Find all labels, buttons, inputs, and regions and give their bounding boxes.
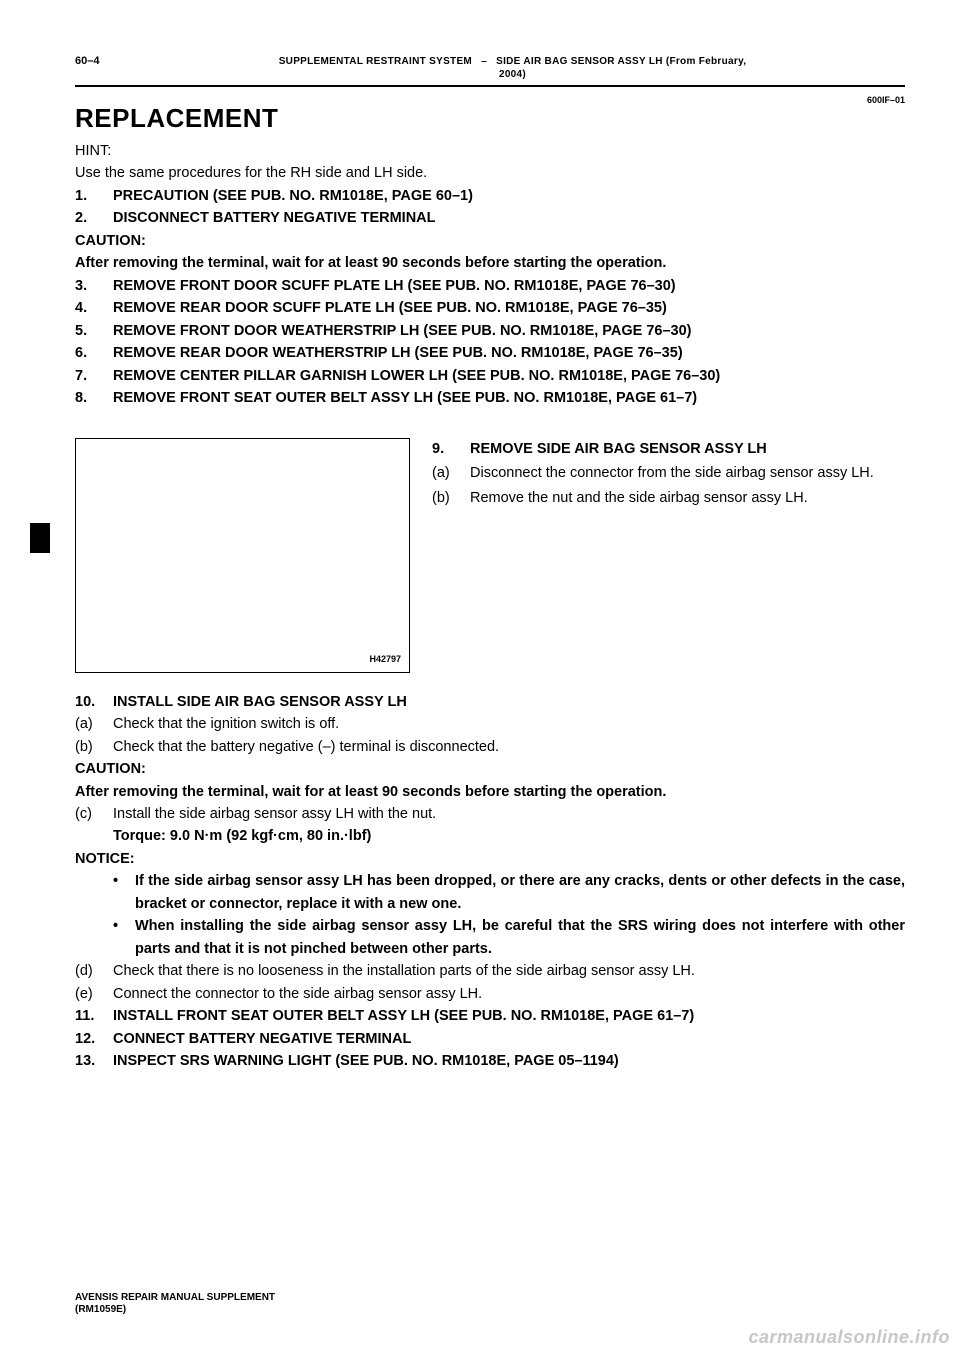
step-text: REMOVE CENTER PILLAR GARNISH LOWER LH (S… xyxy=(113,365,905,387)
body-text: HINT: Use the same procedures for the RH… xyxy=(75,140,905,1073)
step-num: 7. xyxy=(75,365,113,387)
caution-text: After removing the terminal, wait for at… xyxy=(75,252,905,274)
step-num: 10. xyxy=(75,691,113,713)
hint-label: HINT: xyxy=(75,140,905,162)
sub-num: (c) xyxy=(75,803,113,825)
figure-row: H42797 9. REMOVE SIDE AIR BAG SENSOR ASS… xyxy=(75,438,905,673)
step-num: 8. xyxy=(75,387,113,409)
bullet-icon: • xyxy=(113,870,135,915)
step-num: 5. xyxy=(75,320,113,342)
step-7: 7. REMOVE CENTER PILLAR GARNISH LOWER LH… xyxy=(75,365,905,387)
step-num: 13. xyxy=(75,1050,113,1072)
step-10a: (a) Check that the ignition switch is of… xyxy=(75,713,905,735)
header-title-right-2: 2004) xyxy=(499,69,526,80)
step-13: 13. INSPECT SRS WARNING LIGHT (SEE PUB. … xyxy=(75,1050,905,1072)
step-9b: (b) Remove the nut and the side airbag s… xyxy=(432,487,905,509)
footer: AVENSIS REPAIR MANUAL SUPPLEMENT (RM1059… xyxy=(75,1292,275,1316)
step-text: REMOVE FRONT DOOR SCUFF PLATE LH (SEE PU… xyxy=(113,275,905,297)
caution-label: CAUTION: xyxy=(75,230,905,252)
side-index-tab xyxy=(30,523,50,553)
sub-num: (d) xyxy=(75,960,113,982)
footer-line-2: (RM1059E) xyxy=(75,1304,126,1315)
notice-bullet-1: • If the side airbag sensor assy LH has … xyxy=(75,870,905,915)
step-9a: (a) Disconnect the connector from the si… xyxy=(432,462,905,484)
step-11: 11. INSTALL FRONT SEAT OUTER BELT ASSY L… xyxy=(75,1005,905,1027)
sub-text: Connect the connector to the side airbag… xyxy=(113,983,905,1005)
page-number: 60–4 xyxy=(75,55,120,67)
caution-text-2: After removing the terminal, wait for at… xyxy=(75,781,905,803)
step-text: REMOVE FRONT DOOR WEATHERSTRIP LH (SEE P… xyxy=(113,320,905,342)
step-text: INSPECT SRS WARNING LIGHT (SEE PUB. NO. … xyxy=(113,1050,905,1072)
step-6: 6. REMOVE REAR DOOR WEATHERSTRIP LH (SEE… xyxy=(75,342,905,364)
sub-text: Remove the nut and the side airbag senso… xyxy=(470,487,905,509)
watermark: carmanualsonline.info xyxy=(748,1327,950,1348)
step-num: 3. xyxy=(75,275,113,297)
header-title-left: SUPPLEMENTAL RESTRAINT SYSTEM xyxy=(279,56,472,67)
step-1: 1. PRECAUTION (SEE PUB. NO. RM1018E, PAG… xyxy=(75,185,905,207)
step-4: 4. REMOVE REAR DOOR SCUFF PLATE LH (SEE … xyxy=(75,297,905,319)
figure-caption: H42797 xyxy=(369,653,401,667)
step-text: INSTALL FRONT SEAT OUTER BELT ASSY LH (S… xyxy=(113,1005,905,1027)
step-num: 12. xyxy=(75,1028,113,1050)
bullet-icon: • xyxy=(113,915,135,960)
step-text: PRECAUTION (SEE PUB. NO. RM1018E, PAGE 6… xyxy=(113,185,905,207)
sub-num: (b) xyxy=(432,487,470,509)
step-num: 11. xyxy=(75,1005,113,1027)
step-text: REMOVE FRONT SEAT OUTER BELT ASSY LH (SE… xyxy=(113,387,905,409)
step-2: 2. DISCONNECT BATTERY NEGATIVE TERMINAL xyxy=(75,207,905,229)
step-3: 3. REMOVE FRONT DOOR SCUFF PLATE LH (SEE… xyxy=(75,275,905,297)
step-num: 4. xyxy=(75,297,113,319)
sub-num: (b) xyxy=(75,736,113,758)
step-text: CONNECT BATTERY NEGATIVE TERMINAL xyxy=(113,1028,905,1050)
step-text: REMOVE REAR DOOR SCUFF PLATE LH (SEE PUB… xyxy=(113,297,905,319)
bullet-text: When installing the side airbag sensor a… xyxy=(135,915,905,960)
sub-text: Check that the ignition switch is off. xyxy=(113,713,905,735)
section-title: REPLACEMENT xyxy=(75,103,905,134)
step-5: 5. REMOVE FRONT DOOR WEATHERSTRIP LH (SE… xyxy=(75,320,905,342)
figure-text: 9. REMOVE SIDE AIR BAG SENSOR ASSY LH (a… xyxy=(432,438,905,673)
sub-text: Check that the battery negative (–) term… xyxy=(113,736,905,758)
page-container: 60–4 SUPPLEMENTAL RESTRAINT SYSTEM – SID… xyxy=(0,0,960,1358)
step-10: 10. INSTALL SIDE AIR BAG SENSOR ASSY LH xyxy=(75,691,905,713)
step-10e: (e) Connect the connector to the side ai… xyxy=(75,983,905,1005)
step-text: DISCONNECT BATTERY NEGATIVE TERMINAL xyxy=(113,207,905,229)
step-text: REMOVE SIDE AIR BAG SENSOR ASSY LH xyxy=(470,438,905,460)
figure-box: H42797 xyxy=(75,438,410,673)
footer-line-1: AVENSIS REPAIR MANUAL SUPPLEMENT xyxy=(75,1292,275,1303)
sub-text: Disconnect the connector from the side a… xyxy=(470,462,905,484)
step-text: REMOVE REAR DOOR WEATHERSTRIP LH (SEE PU… xyxy=(113,342,905,364)
sub-text: Check that there is no looseness in the … xyxy=(113,960,905,982)
sub-num: (e) xyxy=(75,983,113,1005)
torque-spec: Torque: 9.0 N·m (92 kgf·cm, 80 in.·lbf) xyxy=(75,825,905,847)
step-num: 1. xyxy=(75,185,113,207)
step-12: 12. CONNECT BATTERY NEGATIVE TERMINAL xyxy=(75,1028,905,1050)
header-title: SUPPLEMENTAL RESTRAINT SYSTEM – SIDE AIR… xyxy=(120,55,905,81)
header-dash: – xyxy=(475,56,493,67)
notice-label: NOTICE: xyxy=(75,848,905,870)
page-header: 60–4 SUPPLEMENTAL RESTRAINT SYSTEM – SID… xyxy=(75,55,905,81)
step-9: 9. REMOVE SIDE AIR BAG SENSOR ASSY LH xyxy=(432,438,905,460)
sub-text: Install the side airbag sensor assy LH w… xyxy=(113,803,905,825)
sub-num: (a) xyxy=(75,713,113,735)
bullet-text: If the side airbag sensor assy LH has be… xyxy=(135,870,905,915)
step-10d: (d) Check that there is no looseness in … xyxy=(75,960,905,982)
step-10b: (b) Check that the battery negative (–) … xyxy=(75,736,905,758)
step-num: 9. xyxy=(432,438,470,460)
hint-text: Use the same procedures for the RH side … xyxy=(75,162,905,184)
step-num: 2. xyxy=(75,207,113,229)
step-text: INSTALL SIDE AIR BAG SENSOR ASSY LH xyxy=(113,691,905,713)
caution-label-2: CAUTION: xyxy=(75,758,905,780)
header-rule xyxy=(75,85,905,87)
step-10c: (c) Install the side airbag sensor assy … xyxy=(75,803,905,825)
sub-num: (a) xyxy=(432,462,470,484)
step-8: 8. REMOVE FRONT SEAT OUTER BELT ASSY LH … xyxy=(75,387,905,409)
step-num: 6. xyxy=(75,342,113,364)
notice-bullet-2: • When installing the side airbag sensor… xyxy=(75,915,905,960)
header-title-right-1: SIDE AIR BAG SENSOR ASSY LH (From Februa… xyxy=(496,56,746,67)
